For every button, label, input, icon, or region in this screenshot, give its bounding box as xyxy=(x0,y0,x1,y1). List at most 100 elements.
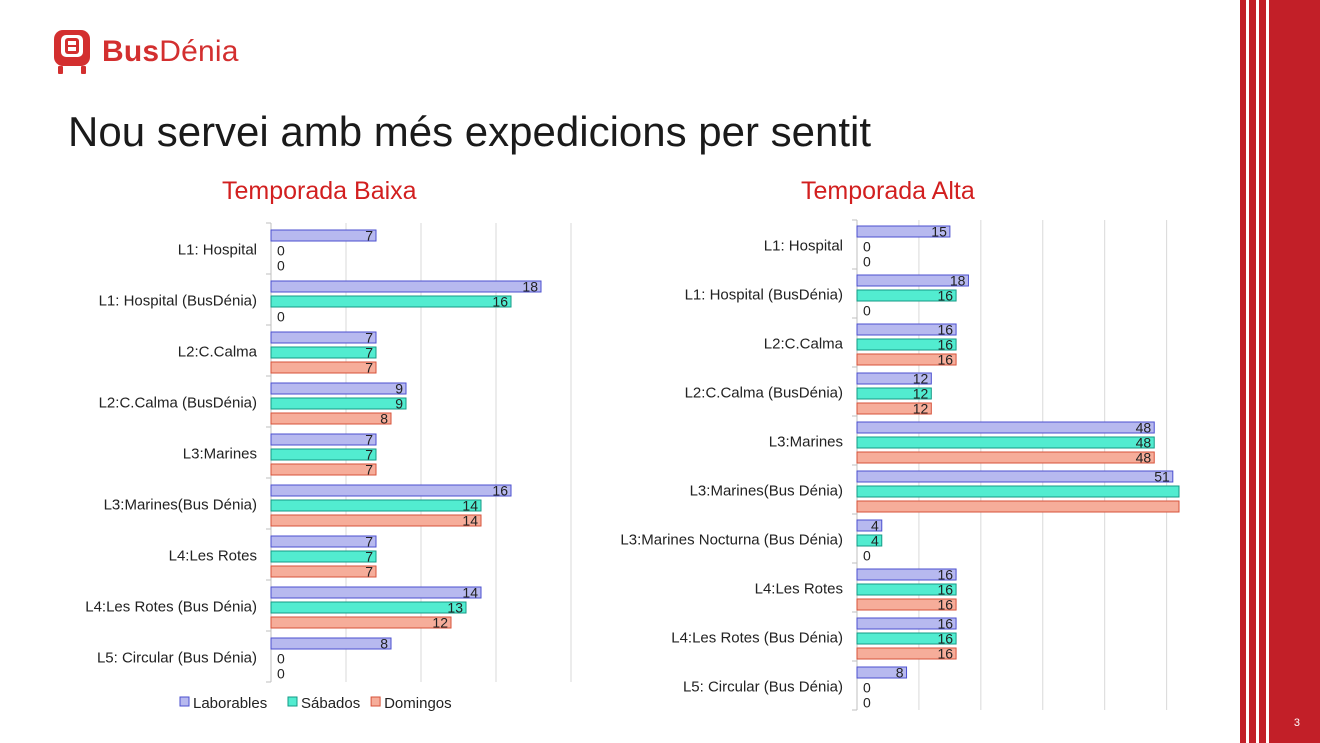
bar-laborables xyxy=(270,586,482,599)
data-label-s-bados: 48 xyxy=(1136,435,1152,451)
bar-s-bados xyxy=(270,397,407,410)
bar-laborables xyxy=(856,225,951,238)
data-label-s-bados: 0 xyxy=(277,651,285,667)
bar-s-bados xyxy=(856,289,957,302)
brand-name: BusDénia xyxy=(102,35,239,68)
data-label-s-bados: 7 xyxy=(365,345,373,361)
legend-swatch-laborables xyxy=(179,696,190,707)
data-label-domingos: 48 xyxy=(1136,450,1152,466)
page-title: Nou servei amb més expedicions per senti… xyxy=(68,108,872,155)
data-label-s-bados: 16 xyxy=(937,337,953,353)
brand-logo: BusDénia xyxy=(52,28,239,76)
bar-laborables xyxy=(856,470,1174,483)
data-label-s-bados: 16 xyxy=(937,631,953,647)
data-label-s-bados: 0 xyxy=(863,680,871,696)
bar-domingos xyxy=(270,514,482,527)
bar-domingos xyxy=(856,647,957,660)
category-label-l3-marines: L3:Marines xyxy=(183,446,257,463)
legend-swatch-domingos xyxy=(370,696,381,707)
bar-s-bados xyxy=(270,295,512,308)
data-label-laborables: 51 xyxy=(1154,469,1170,485)
category-label-l5-circular-bus-d-nia: L5: Circular (Bus Dénia) xyxy=(97,650,257,667)
bar-laborables xyxy=(856,666,908,679)
bar-domingos xyxy=(270,361,377,374)
data-label-domingos: 16 xyxy=(937,646,953,662)
bar-laborables xyxy=(270,229,377,242)
category-label-l4-les-rotes-bus-d-nia: L4:Les Rotes (Bus Dénia) xyxy=(671,630,843,647)
bar-laborables xyxy=(270,331,377,344)
decorative-stripes xyxy=(1240,0,1320,743)
bar-s-bados xyxy=(270,448,377,461)
data-label-laborables: 16 xyxy=(492,483,508,499)
data-label-laborables: 12 xyxy=(913,371,929,387)
category-label-l3-marines: L3:Marines xyxy=(769,434,843,451)
bar-laborables xyxy=(856,274,969,287)
data-label-laborables: 16 xyxy=(937,322,953,338)
chart-title-temporada-alta: Temporada Alta xyxy=(801,177,975,205)
bar-laborables xyxy=(270,280,542,293)
legend-label-laborables: Laborables xyxy=(193,695,267,712)
bar-laborables xyxy=(856,568,957,581)
bar-laborables xyxy=(856,617,957,630)
category-label-l3-marines-nocturna-bus-d-nia: L3:Marines Nocturna (Bus Dénia) xyxy=(620,532,843,549)
bar-s-bados xyxy=(270,550,377,563)
bar-domingos xyxy=(856,353,957,366)
data-label-laborables: 8 xyxy=(896,665,904,681)
category-label-l2-c-calma-busd-nia: L2:C.Calma (BusDénia) xyxy=(99,395,257,412)
category-label-l1-hospital-busd-nia: L1: Hospital (BusDénia) xyxy=(99,293,257,310)
bar-s-bados xyxy=(856,387,932,400)
data-label-laborables: 18 xyxy=(950,273,966,289)
data-label-laborables: 7 xyxy=(365,330,373,346)
data-label-domingos: 7 xyxy=(365,360,373,376)
bar-domingos xyxy=(270,463,377,476)
category-label-l1-hospital: L1: Hospital xyxy=(178,242,257,259)
data-label-domingos: 12 xyxy=(432,615,448,631)
data-label-domingos: 12 xyxy=(913,401,929,417)
data-label-s-bados: 16 xyxy=(937,288,953,304)
data-label-domingos: 14 xyxy=(462,513,478,529)
data-label-domingos: 0 xyxy=(863,303,871,319)
bus-logo-icon xyxy=(54,30,90,74)
data-label-domingos: 0 xyxy=(863,254,871,270)
data-label-domingos: 0 xyxy=(277,309,285,325)
data-label-laborables: 48 xyxy=(1136,420,1152,436)
data-label-laborables: 16 xyxy=(937,616,953,632)
bar-s-bados xyxy=(856,534,883,547)
data-label-domingos: 7 xyxy=(365,462,373,478)
data-label-s-bados: 9 xyxy=(395,396,403,412)
category-label-l2-c-calma-busd-nia: L2:C.Calma (BusDénia) xyxy=(685,385,843,402)
bar-s-bados xyxy=(856,338,957,351)
legend-swatch-s-bados xyxy=(287,696,298,707)
data-label-s-bados: 14 xyxy=(462,498,478,514)
category-label-l1-hospital-busd-nia: L1: Hospital (BusDénia) xyxy=(685,287,843,304)
chart-title-temporada-baixa: Temporada Baixa xyxy=(222,177,417,205)
category-label-l4-les-rotes: L4:Les Rotes xyxy=(169,548,257,565)
data-label-laborables: 16 xyxy=(937,567,953,583)
category-label-l2-c-calma: L2:C.Calma xyxy=(178,344,258,361)
data-label-s-bados: 0 xyxy=(277,243,285,259)
data-label-s-bados: 16 xyxy=(937,582,953,598)
data-label-domingos: 0 xyxy=(277,666,285,682)
bar-s-bados xyxy=(856,632,957,645)
data-label-laborables: 7 xyxy=(365,432,373,448)
data-label-laborables: 7 xyxy=(365,534,373,550)
legend-label-s-bados: Sábados xyxy=(301,695,360,712)
data-label-laborables: 14 xyxy=(462,585,478,601)
bar-domingos xyxy=(270,412,392,425)
data-label-s-bados: 4 xyxy=(871,533,879,549)
bar-domingos xyxy=(856,451,1155,464)
data-label-laborables: 4 xyxy=(871,518,879,534)
bar-laborables xyxy=(270,433,377,446)
data-label-laborables: 18 xyxy=(522,279,538,295)
bar-laborables xyxy=(856,519,883,532)
category-label-l3-marines-bus-d-nia: L3:Marines(Bus Dénia) xyxy=(690,483,843,500)
data-label-domingos: 0 xyxy=(863,548,871,564)
category-label-l4-les-rotes: L4:Les Rotes xyxy=(755,581,843,598)
category-label-l4-les-rotes-bus-d-nia: L4:Les Rotes (Bus Dénia) xyxy=(85,599,257,616)
bar-laborables xyxy=(270,637,392,650)
category-label-l5-circular-bus-d-nia: L5: Circular (Bus Dénia) xyxy=(683,679,843,696)
data-label-domingos: 0 xyxy=(277,258,285,274)
category-label-l3-marines-bus-d-nia: L3:Marines(Bus Dénia) xyxy=(104,497,257,514)
page-number: 3 xyxy=(1293,717,1300,729)
